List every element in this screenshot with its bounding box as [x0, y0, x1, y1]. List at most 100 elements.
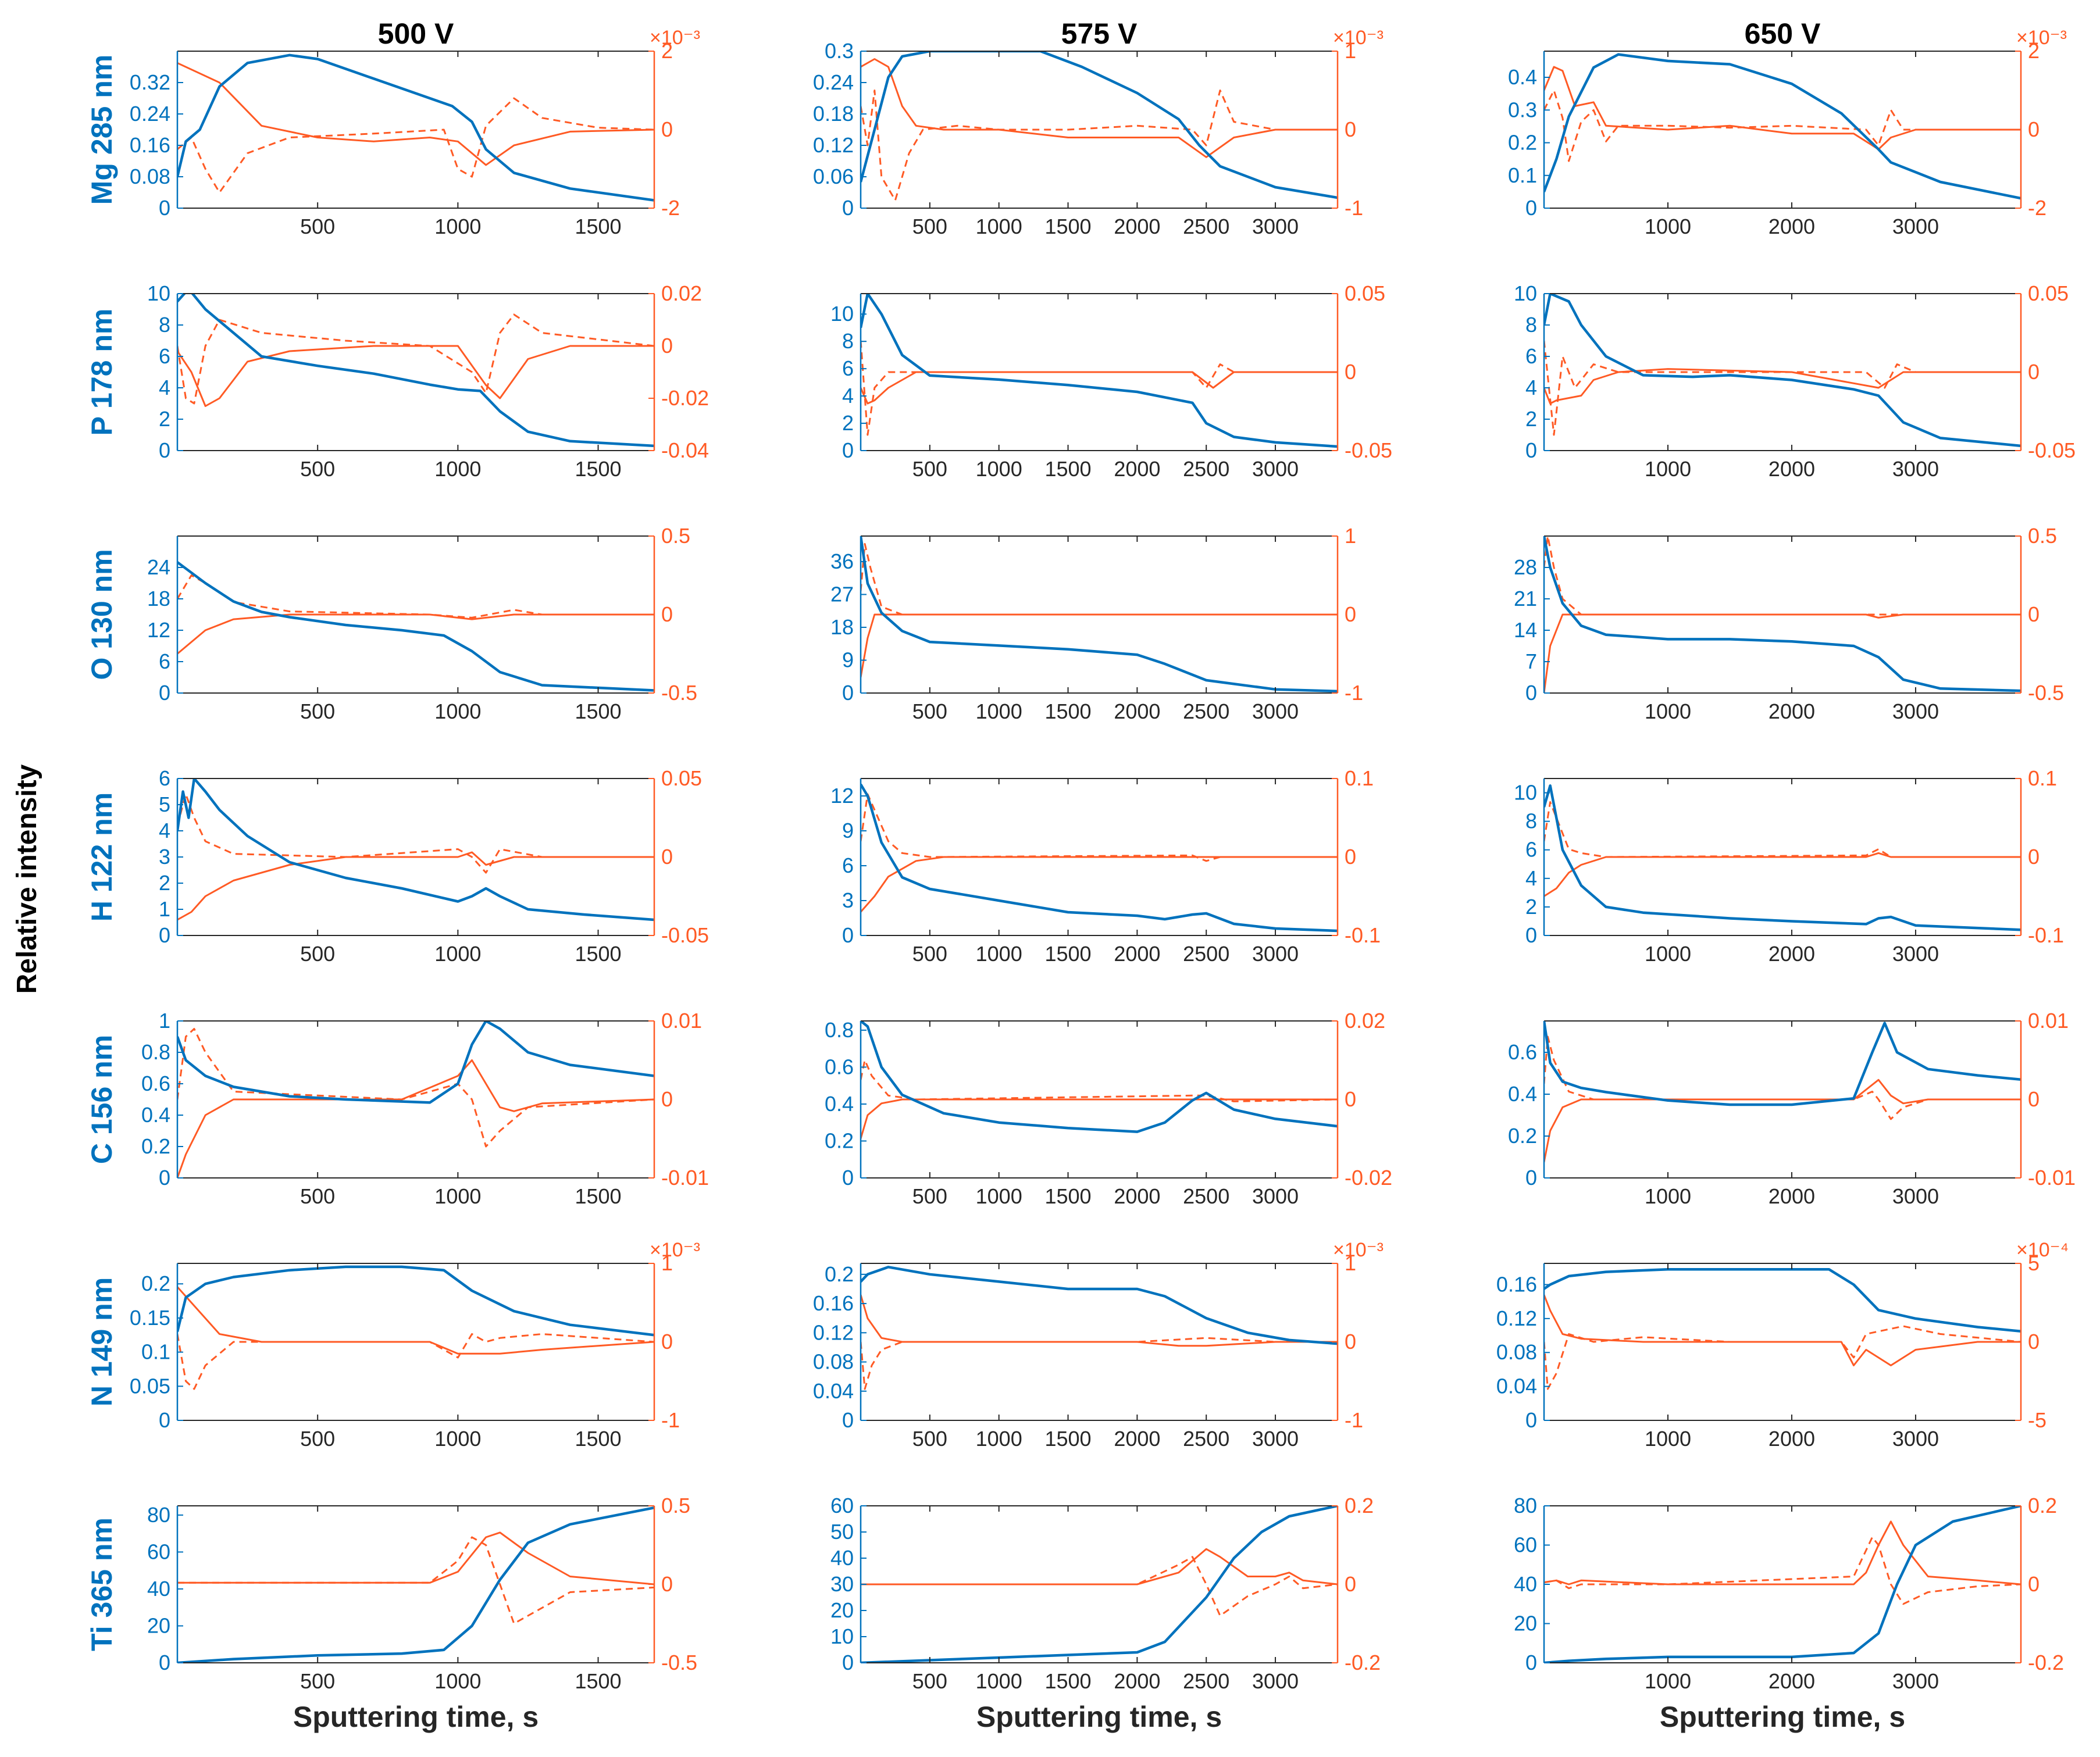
- y2-exponent-label: ×10⁻³: [1333, 1239, 1384, 1261]
- derivative-dashed-line: [861, 793, 1338, 862]
- x-tick-label: 1500: [575, 942, 621, 966]
- x-tick-label: 1000: [976, 1669, 1022, 1693]
- y-tick-label-right: 0.2: [2028, 1494, 2057, 1517]
- y-tick-label-left: 80: [1514, 1494, 1537, 1517]
- y-tick-label-right: 0.5: [661, 1494, 690, 1517]
- x-tick-label: 500: [912, 215, 947, 238]
- y-tick-label-left: 0: [1525, 438, 1537, 462]
- y-tick-label-right: 1: [1345, 39, 1356, 63]
- x-tick-label: 500: [912, 1184, 947, 1208]
- y-tick-label-left: 0.4: [141, 1103, 170, 1127]
- y-tick-label-left: 0: [159, 1408, 170, 1432]
- y-tick-label-left: 12: [830, 784, 854, 808]
- series-group: [1544, 53, 2021, 200]
- x-tick-label: 1000: [434, 1184, 481, 1208]
- intensity-line: [177, 1506, 654, 1663]
- y-tick-label-left: 6: [842, 356, 854, 380]
- x-tick-label: 2500: [1183, 457, 1229, 481]
- y-tick-label-left: 27: [830, 582, 854, 606]
- y2-exponent-label: ×10⁻³: [1333, 27, 1384, 49]
- panel-h-122-nm-650-v: 1000 2000 3000 0 2 4 6 8 10 -0.1 0 0.1: [1514, 766, 2064, 966]
- x-tick-label: 3000: [1252, 1427, 1299, 1451]
- y-tick-label-right: 0: [1345, 845, 1356, 869]
- x-tick-label: 1000: [976, 942, 1022, 966]
- intensity-line: [1544, 294, 2021, 448]
- y2-exponent-label: ×10⁻³: [650, 1239, 700, 1261]
- y-tick-label-left: 8: [1525, 313, 1537, 337]
- x-tick-label: 3000: [1252, 699, 1299, 723]
- series-group: [861, 1021, 1338, 1139]
- y-tick-label-left: 0.8: [825, 1018, 854, 1042]
- series-group: [1544, 784, 2021, 931]
- y-tick-label-right: 0: [2028, 845, 2040, 869]
- series-group: [1544, 1021, 2021, 1163]
- y-tick-label-right: 0.1: [1345, 766, 1374, 790]
- x-tick-label: 500: [300, 1184, 335, 1208]
- row-label-p-178-nm: P 178 nm: [85, 309, 118, 436]
- y-tick-label-left: 0: [159, 923, 170, 947]
- intensity-line: [1544, 536, 2021, 692]
- y-tick-label-left: 36: [830, 549, 854, 573]
- y-tick-label-left: 50: [830, 1520, 854, 1544]
- intensity-line: [1544, 1506, 2021, 1663]
- y-tick-label-right: 1: [661, 1251, 673, 1275]
- y-tick-label-right: 1: [1345, 524, 1356, 548]
- y-tick-label-left: 0.2: [1508, 1124, 1537, 1148]
- y-tick-label-left: 3: [159, 845, 170, 869]
- y-tick-label-right: 0: [661, 334, 673, 358]
- y-tick-label-left: 2: [159, 407, 170, 431]
- y-tick-label-right: 0: [1345, 360, 1356, 384]
- y-tick-label-right: 2: [661, 39, 673, 63]
- y-tick-label-left: 40: [1514, 1572, 1537, 1596]
- panel-n-149-nm-575-v: 500 1000 1500 2000 2500 3000 0 0.04 0.08 0.12 0.16…: [813, 1239, 1384, 1451]
- y-tick-label-left: 0: [1525, 196, 1537, 220]
- y-tick-label-right: -2: [661, 196, 680, 220]
- y-tick-label-right: -1: [1345, 196, 1363, 220]
- x-tick-label: 3000: [1252, 457, 1299, 481]
- y-tick-label-right: 0.2: [1345, 1494, 1374, 1517]
- y-tick-label-right: 0.01: [2028, 1009, 2069, 1033]
- y-tick-label-right: -0.5: [661, 681, 697, 705]
- derivative-solid-line: [861, 371, 1338, 405]
- x-tick-label: 2000: [1114, 1427, 1160, 1451]
- y-tick-label-left: 40: [830, 1546, 854, 1570]
- y-tick-label-left: 0.3: [1508, 98, 1537, 122]
- x-tick-label: 1500: [575, 215, 621, 238]
- intensity-line: [861, 1266, 1338, 1345]
- x-tick-label: 1000: [434, 699, 481, 723]
- derivative-solid-line: [861, 1548, 1338, 1585]
- y-tick-label-left: 14: [1514, 618, 1537, 642]
- x-tick-label: 2500: [1183, 699, 1229, 723]
- x-tick-label: 1500: [575, 1669, 621, 1693]
- row-label-ti-365-nm: Ti 365 nm: [85, 1517, 118, 1651]
- x-tick-label: 2500: [1183, 1669, 1229, 1693]
- x-tick-label: 2000: [1769, 1184, 1815, 1208]
- y-tick-label-left: 2: [842, 411, 854, 435]
- x-tick-label: 2000: [1114, 942, 1160, 966]
- x-tick-label: 3000: [1252, 1669, 1299, 1693]
- y-tick-label-right: 0: [1345, 1087, 1356, 1111]
- y-tick-label-right: -1: [1345, 681, 1363, 705]
- x-tick-label: 1000: [434, 215, 481, 238]
- series-group: [177, 294, 654, 448]
- x-tick-label: 3000: [1892, 1184, 1939, 1208]
- derivative-dashed-line: [1544, 1536, 2021, 1605]
- y-tick-label-left: 4: [159, 376, 170, 399]
- y-tick-label-left: 0.32: [130, 70, 170, 94]
- panel-p-178-nm-650-v: 1000 2000 3000 0 2 4 6 8 10 -0.05 0 0.05: [1514, 281, 2076, 481]
- x-tick-label: 1000: [434, 457, 481, 481]
- panel-o-130-nm-500-v: 500 1000 1500 0 6 12 18 24 -0.5 0 0.5: [147, 524, 697, 723]
- intensity-line: [1544, 1021, 2021, 1106]
- x-tick-label: 1000: [976, 699, 1022, 723]
- intensity-line: [861, 294, 1338, 448]
- panel-mg-285-nm-500-v: 500 1000 1500 0 0.08 0.16 0.24 0.32 -2 0 2×10⁻³: [130, 27, 700, 238]
- y-tick-label-right: -0.01: [661, 1166, 709, 1190]
- y-tick-label-left: 18: [147, 587, 170, 610]
- row-label-n-149-nm: N 149 nm: [85, 1277, 118, 1406]
- row-label-h-122-nm: H 122 nm: [85, 792, 118, 922]
- y-tick-label-left: 0.18: [813, 102, 854, 126]
- y-tick-label-right: 0.05: [661, 766, 702, 790]
- x-tick-label: 1000: [434, 1669, 481, 1693]
- y-tick-label-right: 0: [1345, 117, 1356, 141]
